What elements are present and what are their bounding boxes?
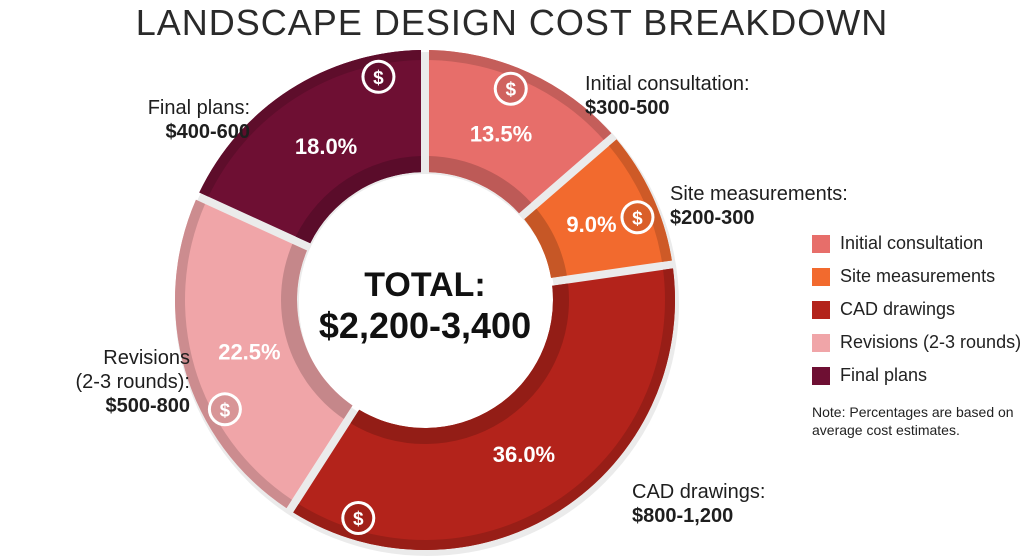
legend-label: Initial consultation	[840, 233, 984, 253]
slice-outer-rim	[175, 199, 292, 509]
callout-initial-consultation: Initial consultation: $300-500	[585, 72, 750, 120]
chart-title: LANDSCAPE DESIGN COST BREAKDOWN	[135, 2, 889, 43]
legend-swatch	[812, 333, 830, 352]
svg-text:$: $	[353, 509, 364, 530]
callout-name-line2: (2-3 rounds):	[75, 371, 191, 393]
slice-outer-rim	[428, 50, 612, 140]
callout-cost: $500-800	[105, 395, 190, 417]
slice-5	[199, 50, 422, 244]
legend-item: Final plans	[812, 359, 1021, 392]
slice-value-label: 13.5%	[470, 122, 532, 147]
callout-cost: $800-1,200	[632, 505, 734, 527]
callout-final-plans: Final plans: $400-600	[100, 96, 250, 144]
slice-3	[293, 268, 675, 551]
footnote: Note: Percentages are based on average c…	[812, 404, 1014, 438]
legend: Initial consultation Site measurements C…	[812, 227, 1021, 392]
legend-item: Initial consultation	[812, 227, 1021, 260]
callout-revisions: Revisions (2-3 rounds): $500-800	[20, 346, 191, 418]
callout-name: Initial consultation:	[585, 73, 750, 95]
legend-swatch	[812, 300, 830, 319]
legend-item: Site measurements	[812, 260, 1021, 293]
svg-text:$: $	[505, 80, 516, 101]
legend-label: CAD drawings	[840, 299, 956, 319]
slice-outer-rim	[293, 268, 675, 551]
svg-text:$: $	[220, 400, 231, 421]
slice-inner-band	[428, 156, 532, 214]
svg-text:$: $	[373, 68, 384, 89]
legend-swatch	[812, 366, 830, 385]
callout-name: CAD drawings:	[632, 481, 766, 503]
total-value: $2,200-3,400	[318, 305, 532, 346]
callout-site-measurements: Site measurements: $200-300	[670, 182, 848, 230]
slice-value-label: 9.0%	[566, 212, 616, 237]
callout-cost: $300-500	[585, 97, 670, 119]
legend-label: Final plans	[840, 365, 928, 385]
legend-label: Site measurements	[840, 266, 996, 286]
callout-cost: $200-300	[670, 207, 755, 229]
slice-outer-rim	[608, 139, 672, 262]
slice-inner-band	[524, 208, 567, 278]
slice-inner-band	[295, 156, 422, 244]
slice-value-label: 22.5%	[218, 340, 280, 365]
legend-item: Revisions (2-3 rounds)	[812, 326, 1021, 359]
slice-value-label: 18.0%	[295, 134, 357, 159]
donut-hole	[299, 174, 551, 426]
svg-text:$: $	[632, 208, 643, 229]
slice-value-label: 36.0%	[493, 442, 555, 467]
legend-swatch	[812, 234, 830, 253]
dollar-icon: $	[361, 59, 396, 94]
legend-swatch	[812, 267, 830, 286]
dollar-icon: $	[620, 200, 655, 235]
slice-inner-band	[350, 283, 569, 445]
callout-name: Final plans:	[147, 97, 250, 119]
callout-name: Site measurements:	[670, 183, 848, 205]
legend-item: CAD drawings	[812, 293, 1021, 326]
slice-inner-band	[280, 243, 353, 419]
callout-cost: $400-600	[165, 121, 250, 143]
dollar-icon: $	[207, 392, 242, 427]
callout-cad-drawings: CAD drawings: $800-1,200	[632, 480, 765, 528]
slice-outer-rim	[199, 50, 422, 197]
dollar-icon: $	[493, 71, 528, 106]
total-label: TOTAL:	[364, 266, 486, 304]
legend-label: Revisions (2-3 rounds)	[840, 332, 1022, 352]
dollar-icon: $	[341, 501, 376, 536]
callout-name-line1: Revisions	[103, 347, 190, 369]
center-total: TOTAL: $2,200-3,400	[305, 265, 545, 347]
